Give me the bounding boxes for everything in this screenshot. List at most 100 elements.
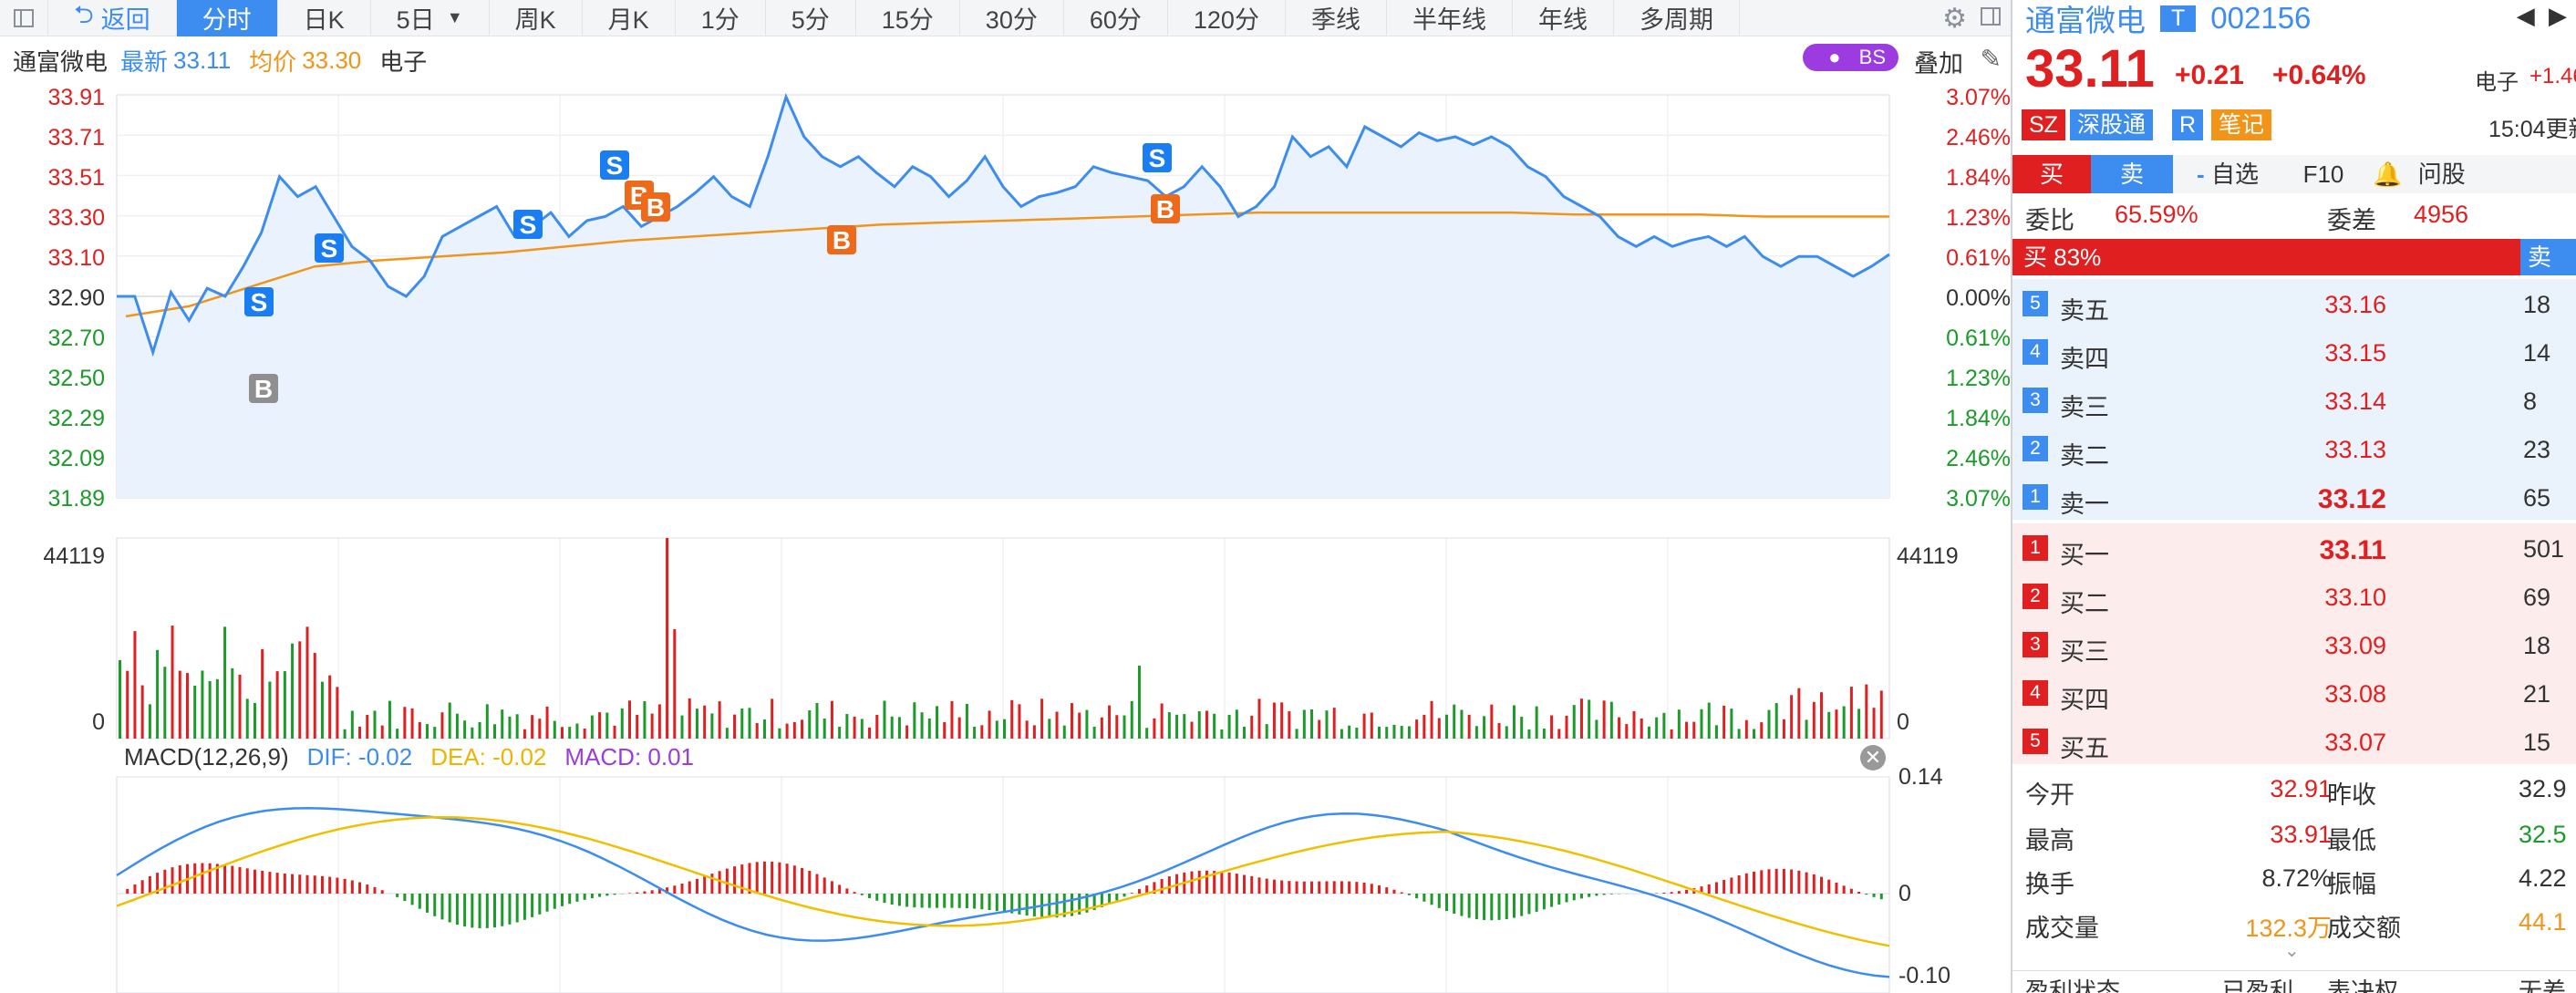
macd-bar: [358, 882, 362, 894]
macd-bar: [1137, 889, 1141, 894]
volume-bar: [853, 716, 856, 739]
macd-bar: [875, 894, 879, 901]
orderbook-row-sell2[interactable]: 2 卖二 33.13 23: [2012, 424, 2576, 471]
macd-bar: [590, 894, 594, 899]
volume-bar: [1730, 709, 1733, 739]
tab-monthly[interactable]: 月K: [581, 0, 675, 36]
macd-bar: [1430, 894, 1433, 905]
orderbook-row-buy4[interactable]: 4 买四 33.08 21: [2012, 668, 2576, 716]
volume-bar: [501, 709, 504, 739]
volume-bar: [208, 680, 212, 739]
industry-label[interactable]: 电子: [2475, 70, 2519, 95]
macd-bar: [1167, 876, 1171, 894]
marker-box: [1151, 194, 1180, 223]
tab-intraday[interactable]: 分时: [175, 0, 277, 36]
volume-bar: [493, 724, 497, 739]
macd-bar: [1355, 882, 1359, 894]
current-price: 33.11: [2025, 39, 2155, 98]
orderbook-row-sell1[interactable]: 1 卖一 33.12 65: [2012, 472, 2576, 520]
volume-bars: [119, 538, 1883, 739]
close-icon[interactable]: ✕: [1860, 745, 1886, 771]
macd-bar: [785, 864, 789, 894]
macd-bar: [605, 894, 609, 896]
macd-bar: [1805, 872, 1808, 894]
volume-bar: [1774, 703, 1778, 739]
next-arrow-icon[interactable]: ▶: [2549, 2, 2567, 29]
orderbook-row-buy5[interactable]: 5 买五 33.07 15: [2012, 717, 2576, 764]
volume-bar: [455, 713, 459, 739]
tab-15min[interactable]: 15分: [854, 0, 959, 36]
panel-toggle-icon[interactable]: [1980, 5, 2002, 32]
macd-dif: DIF: -0.02: [306, 743, 413, 771]
ask-button[interactable]: 🔔 问股: [2364, 155, 2474, 193]
macd-bar: [156, 873, 160, 894]
tab-30min[interactable]: 30分: [958, 0, 1063, 36]
tab-120min[interactable]: 120分: [1166, 0, 1285, 36]
tab-60min[interactable]: 60分: [1062, 0, 1167, 36]
tab-halfyear[interactable]: 半年线: [1385, 0, 1512, 36]
volume-bar: [245, 698, 249, 739]
tab-multi-period[interactable]: 多周期: [1612, 0, 1740, 36]
macd-bar: [1497, 894, 1501, 920]
volume-bar: [1820, 692, 1824, 739]
volume-max-right: 44119: [1897, 543, 1959, 569]
volume-bar: [1100, 717, 1103, 739]
f10-button[interactable]: F10: [2302, 160, 2344, 188]
tag-note[interactable]: 笔记: [2211, 109, 2272, 140]
volume-bar: [418, 721, 421, 739]
marker-box: [315, 233, 344, 263]
orderbook-row-buy3[interactable]: 3 买三 33.09 18: [2012, 620, 2576, 667]
marker-box: [641, 192, 670, 222]
tab-5min[interactable]: 5分: [764, 0, 855, 36]
volume-bar: [680, 715, 684, 739]
volume-bar: [358, 726, 362, 739]
brush-icon[interactable]: ✎: [1980, 45, 2002, 73]
back-button[interactable]: ⮌ 返回: [47, 0, 176, 36]
tab-5day[interactable]: 5日 ▼: [369, 0, 489, 36]
watchlist-button[interactable]: - 自选: [2173, 155, 2282, 193]
macd-bar: [936, 894, 939, 908]
overlay-button[interactable]: 叠加: [1914, 50, 1963, 78]
level-name: 卖四: [2060, 346, 2109, 373]
macd-bar: [1250, 875, 1254, 894]
stock-title[interactable]: 通富微电: [2025, 4, 2146, 37]
tab-quarter[interactable]: 季线: [1284, 0, 1386, 36]
orderbook-row-sell5[interactable]: 5 卖五 33.16 18: [2012, 279, 2576, 326]
level-price: 33.16: [2324, 291, 2386, 318]
macd-bar: [703, 876, 707, 894]
macd-bar: [1302, 881, 1306, 894]
macd-bar: [718, 871, 721, 894]
gear-icon[interactable]: ⚙: [1942, 3, 1967, 34]
tab-weekly[interactable]: 周K: [488, 0, 582, 36]
buy-button[interactable]: 买: [2012, 155, 2091, 193]
volume-bar: [1310, 709, 1314, 739]
tab-year[interactable]: 年线: [1511, 0, 1613, 36]
sell-button[interactable]: 卖: [2091, 155, 2173, 193]
volume-bar: [1032, 725, 1036, 739]
macd-bar: [1445, 894, 1448, 912]
bs-toggle-badge[interactable]: ● BS: [1803, 44, 1898, 71]
macd-bar: [501, 894, 504, 926]
volume-bar: [785, 723, 789, 739]
volume-bar: [627, 700, 631, 739]
prev-arrow-icon[interactable]: ◀: [2516, 2, 2535, 29]
volume-bar: [1183, 714, 1186, 739]
volume-bar: [1340, 729, 1343, 739]
tab-daily[interactable]: 日K: [276, 0, 370, 36]
volume-bar: [1692, 721, 1696, 739]
sidebar-toggle-icon[interactable]: [0, 0, 47, 36]
volume-bar: [605, 712, 609, 739]
price-tick: 32.29: [47, 406, 105, 431]
orderbook-row-buy1[interactable]: 1 买一 33.11 501: [2012, 523, 2576, 571]
volume-bar: [1483, 716, 1486, 739]
macd-bar: [1872, 894, 1876, 897]
orderbook-row-sell4[interactable]: 4 卖四 33.15 14: [2012, 327, 2576, 375]
pct-tick: 1.84%: [1946, 406, 2011, 431]
tag-connect[interactable]: 深股通: [2070, 109, 2154, 140]
expand-chevron-icon[interactable]: ⌄: [2284, 941, 2300, 961]
orderbook-row-sell3[interactable]: 3 卖三 33.14 8: [2012, 376, 2576, 423]
macd-bar: [1542, 894, 1546, 910]
tab-1min[interactable]: 1分: [674, 0, 765, 36]
orderbook-row-buy2[interactable]: 2 买二 33.10 69: [2012, 572, 2576, 619]
